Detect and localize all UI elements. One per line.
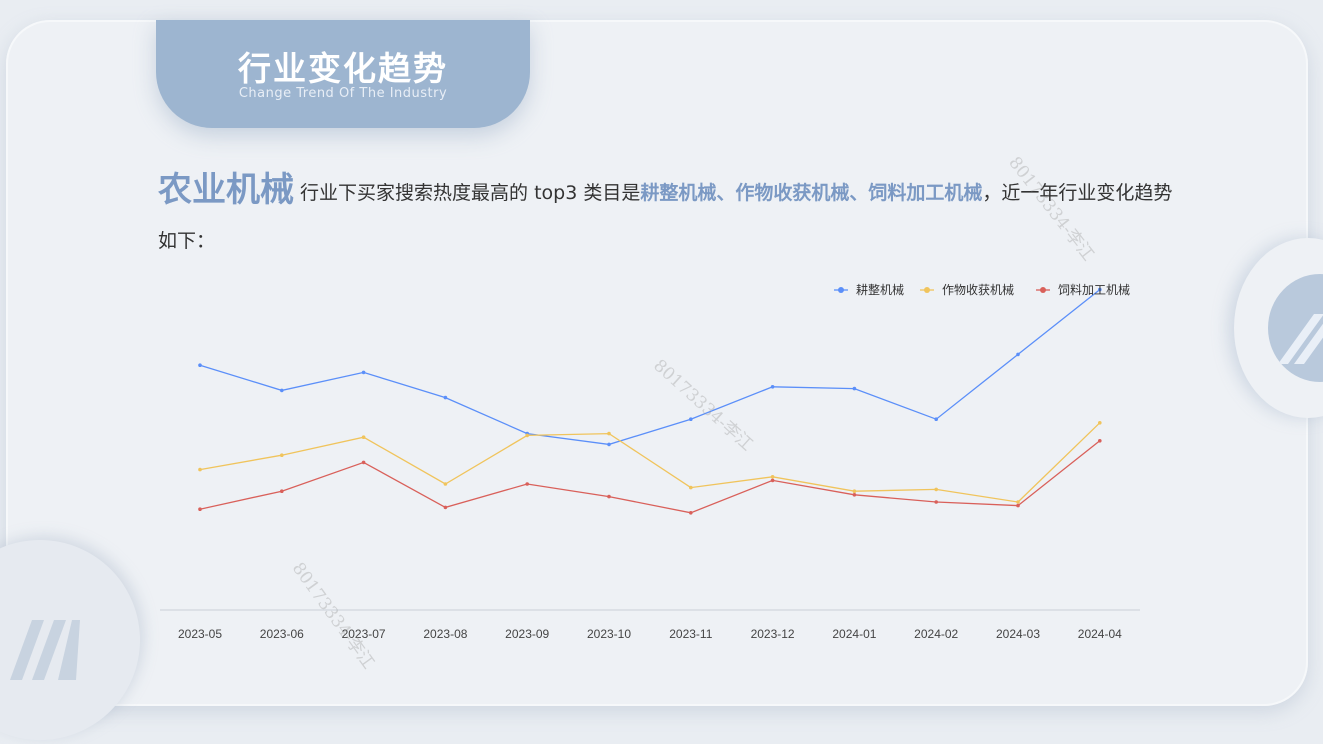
- legend-item: 作物收获机械: [920, 282, 1014, 297]
- data-point: [443, 482, 448, 486]
- data-point: [525, 433, 529, 438]
- data-point: [770, 475, 775, 479]
- series-line: [199, 440, 1101, 514]
- section-header-tab: 行业变化趋势 Change Trend Of The Industry: [156, 20, 530, 128]
- data-point: [852, 493, 857, 497]
- data-point: [1098, 421, 1102, 425]
- x-tick-label: 2024-04: [1078, 627, 1122, 641]
- x-tick-label: 2024-01: [832, 627, 876, 641]
- section-title: 行业变化趋势: [238, 49, 448, 88]
- x-tick-label: 2023-06: [260, 627, 304, 641]
- intro-text-after: ，近一年行业变化趋势如下：: [158, 182, 1173, 252]
- top3-highlight: 耕整机械、作物收获机械、饲料加工机械: [640, 182, 983, 204]
- legend-item: 耕整机械: [834, 282, 904, 297]
- legend-item: 饲料加工机械: [1036, 282, 1130, 297]
- data-point: [934, 417, 938, 422]
- data-point: [770, 385, 775, 389]
- x-tick-label: 2023-05: [178, 627, 222, 641]
- x-tick-label: 2023-07: [342, 627, 386, 641]
- section-subtitle: Change Trend Of The Industry: [238, 86, 448, 101]
- data-point: [525, 482, 529, 486]
- legend-label: 作物收获机械: [942, 282, 1014, 297]
- x-tick-label: 2023-10: [587, 627, 631, 641]
- data-point: [934, 500, 938, 504]
- series-line: [199, 289, 1101, 446]
- data-point: [770, 478, 775, 483]
- legend-label: 饲料加工机械: [1058, 282, 1130, 297]
- data-point: [361, 370, 366, 375]
- data-point: [198, 363, 202, 368]
- series-2: [198, 421, 1102, 504]
- data-point: [607, 494, 611, 499]
- data-point: [934, 487, 938, 492]
- legend-label: 耕整机械: [856, 282, 904, 297]
- series-1: [198, 287, 1102, 447]
- x-tick-label: 2024-03: [996, 627, 1040, 641]
- logo-m-icon: [10, 620, 80, 680]
- data-point: [361, 435, 366, 440]
- legend-marker: [924, 287, 930, 293]
- legend-marker: [838, 287, 844, 293]
- data-point: [852, 386, 857, 391]
- data-point: [198, 467, 202, 472]
- data-point: [1098, 287, 1102, 292]
- intro-paragraph: 农业机械 行业下买家搜索热度最高的 top3 类目是耕整机械、作物收获机械、饲料…: [158, 166, 1188, 265]
- series-3: [198, 439, 1102, 515]
- data-point: [607, 431, 611, 436]
- data-point: [689, 511, 693, 515]
- data-point: [1016, 500, 1020, 504]
- data-point: [1098, 439, 1102, 443]
- data-point: [280, 453, 284, 458]
- data-point: [443, 505, 448, 510]
- data-point: [689, 417, 693, 422]
- data-point: [280, 489, 284, 494]
- category-name: 农业机械: [158, 170, 294, 210]
- legend-marker: [1040, 287, 1046, 293]
- content-card: [6, 20, 1308, 706]
- logo-badge-left: [0, 540, 140, 740]
- data-point: [607, 442, 611, 447]
- x-tick-label: 2023-08: [423, 627, 467, 641]
- data-point: [361, 460, 366, 465]
- data-point: [198, 507, 202, 512]
- x-tick-label: 2023-11: [669, 627, 712, 641]
- data-point: [1016, 352, 1020, 357]
- data-point: [689, 485, 693, 490]
- data-point: [443, 395, 448, 400]
- x-tick-label: 2023-09: [505, 627, 549, 641]
- data-point: [852, 489, 857, 494]
- x-tick-label: 2024-02: [914, 627, 958, 641]
- data-point: [280, 388, 284, 393]
- series-line: [199, 422, 1101, 503]
- data-point: [1016, 503, 1020, 508]
- intro-text-before: 行业下买家搜索热度最高的 top3 类目是: [294, 182, 641, 204]
- trend-line-chart: 2023-05 2023-06 2023-07 2023-08 2023-09 2023-…: [160, 282, 1140, 641]
- x-tick-label: 2023-12: [751, 627, 795, 641]
- logo-mark-icon: [1278, 314, 1323, 364]
